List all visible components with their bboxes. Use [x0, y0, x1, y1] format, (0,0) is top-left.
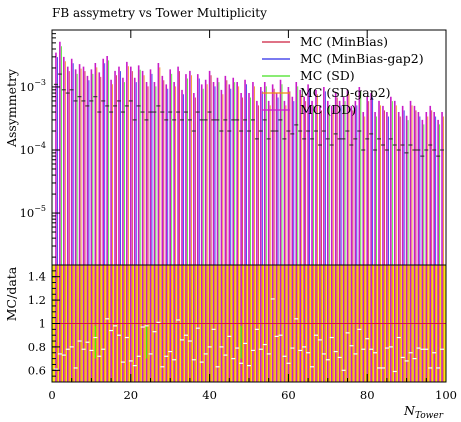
ratio-y-tick-label: 1.2: [28, 293, 46, 307]
x-tick-label: 0: [48, 388, 55, 402]
top-bars: [55, 41, 444, 265]
top-y-tick-label: 10−5: [20, 204, 46, 220]
ratio-y-axis-label: MC/data: [4, 266, 19, 321]
top-y-tick-label: 10−3: [20, 78, 46, 94]
legend: MC (MinBias) MC (MinBias-gap2) MC (SD) MC (…: [262, 34, 424, 117]
chart-title: FB assymetry vs Tower Multiplicity: [52, 6, 267, 20]
x-tick-label: 40: [202, 388, 217, 402]
top-y-tick-label: 10−4: [20, 141, 46, 157]
legend-entry: MC (SD): [300, 68, 355, 83]
legend-entry: MC (MinBias): [300, 34, 388, 49]
top-y-ticks: 10−5 10−4 10−3: [20, 78, 60, 220]
x-tick-label: 60: [281, 388, 296, 402]
x-axis-label-sub: Tower: [415, 411, 444, 421]
legend-entry: MC (SD-gap2): [300, 85, 391, 100]
legend-entry: MC (MinBias-gap2): [300, 51, 424, 66]
top-central-markers: [53, 73, 445, 157]
ratio-y-ticks: 0.6 0.8 1 1.2 1.4: [28, 270, 60, 377]
x-axis-label: NTower: [403, 403, 444, 421]
ratio-markers: [53, 298, 445, 373]
ratio-y-tick-label: 0.8: [28, 340, 46, 354]
ratio-y-tick-label: 1.4: [28, 270, 46, 284]
top-y-minor-ticks: [52, 29, 56, 258]
x-ticks: 0 20 40 60 80 100: [48, 30, 457, 402]
ratio-y-tick-label: 1: [39, 317, 46, 331]
top-y-axis-label: Assymmetry: [4, 68, 19, 148]
x-axis-label-main: N: [403, 403, 416, 418]
ratio-y-tick-label: 0.6: [28, 363, 46, 377]
x-tick-label: 20: [123, 388, 138, 402]
x-tick-label: 100: [435, 388, 457, 402]
legend-entry: MC (DD): [300, 102, 356, 117]
x-tick-label: 80: [360, 388, 375, 402]
